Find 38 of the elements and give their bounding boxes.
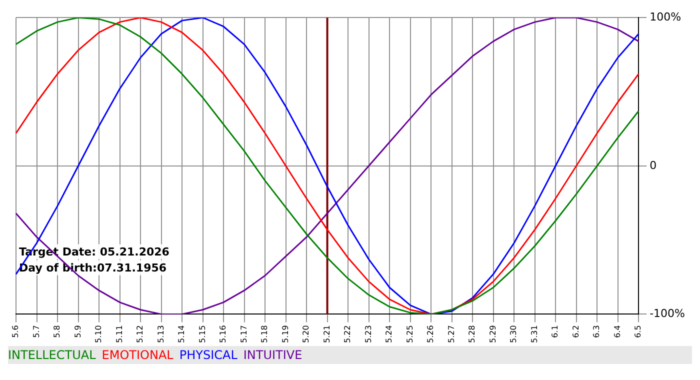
x-tick-label: 5.11 <box>114 325 124 343</box>
x-tick-label: 5.22 <box>343 325 352 343</box>
text: INTELLECTUAL <box>8 348 96 362</box>
x-tick-label: 6.3 <box>592 325 602 338</box>
text: PHYSICAL <box>179 348 238 362</box>
x-tick-label: 5.19 <box>280 325 290 343</box>
x-tick-label: 5.16 <box>218 325 228 343</box>
x-tick-label: 5.18 <box>260 325 270 343</box>
x-tick-label: 5.24 <box>384 325 394 343</box>
x-tick-label: 5.27 <box>446 325 456 343</box>
x-tick-label: 5.21 <box>322 325 332 343</box>
x-tick-label: 5.26 <box>426 325 436 343</box>
text: EMOTIONAL <box>102 348 174 362</box>
x-tick-label: 5.9 <box>73 325 82 338</box>
x-tick-label: 5.13 <box>156 325 166 343</box>
x-tick-label: 5.23 <box>364 325 373 343</box>
x-tick-label: 5.6 <box>11 325 20 338</box>
x-tick-label: 6.4 <box>612 325 622 338</box>
x-tick-label: 6.5 <box>634 325 643 338</box>
x-tick-label: 5.14 <box>177 325 186 343</box>
text: INTUITIVE <box>243 348 302 362</box>
x-tick-label: 5.31 <box>530 325 539 343</box>
x-tick-label: 5.12 <box>136 325 145 343</box>
x-tick-label: 6.2 <box>571 325 580 338</box>
y-tick-label: 100% <box>650 10 682 24</box>
y-tick-label: -100% <box>650 307 686 320</box>
x-tick-label: 6.1 <box>550 325 560 338</box>
x-tick-label: 5.29 <box>488 325 498 343</box>
x-tick-label: 5.25 <box>405 325 414 343</box>
x-tick-label: 5.28 <box>468 325 477 343</box>
x-tick-label: 5.20 <box>302 325 311 343</box>
x-tick-label: 5.30 <box>509 325 518 343</box>
x-tick-label: 5.15 <box>198 325 207 343</box>
x-tick-label: 5.17 <box>239 325 248 343</box>
x-tick-label: 5.10 <box>94 325 104 343</box>
x-tick-label: 5.8 <box>52 325 62 338</box>
y-tick-label: 0 <box>650 158 657 172</box>
x-tick-label: 5.7 <box>32 325 41 338</box>
